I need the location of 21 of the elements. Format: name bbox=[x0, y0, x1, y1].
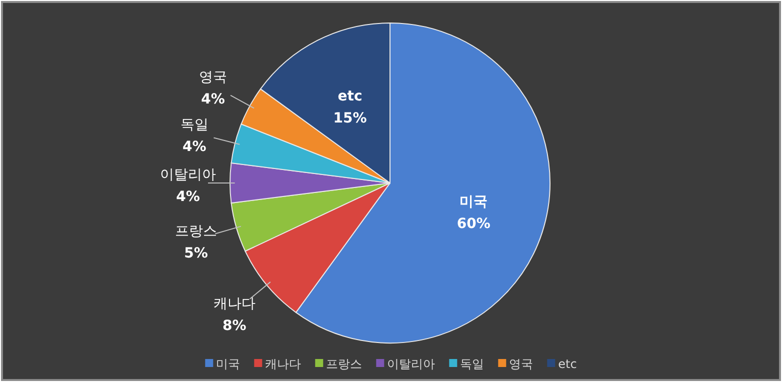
data-label: 8% bbox=[222, 318, 246, 334]
slice-label: 이탈리아 bbox=[160, 167, 216, 183]
data-label: 4% bbox=[201, 92, 225, 108]
data-label: 15% bbox=[333, 110, 367, 127]
legend-label: 미국 bbox=[216, 357, 240, 371]
slice-label: 독일 bbox=[180, 116, 208, 133]
legend-label: 프랑스 bbox=[326, 357, 362, 371]
slice-label: 캐나다 bbox=[213, 296, 256, 312]
legend-label: 영국 bbox=[509, 357, 534, 371]
slice-label: 프랑스 bbox=[175, 223, 218, 240]
legend-label: etc bbox=[558, 357, 577, 371]
legend-label: 캐나다 bbox=[265, 357, 302, 371]
slice-label: etc bbox=[338, 88, 362, 105]
slice-label: 미국 bbox=[460, 194, 488, 210]
data-label: 4% bbox=[182, 138, 206, 155]
legend-label: 독일 bbox=[460, 357, 484, 371]
legend-label: 이탈리아 bbox=[387, 357, 436, 371]
data-label: 60% bbox=[456, 216, 490, 232]
data-label: 5% bbox=[184, 245, 208, 262]
data-label: 4% bbox=[176, 189, 200, 205]
slice-label: 영국 bbox=[198, 70, 227, 86]
